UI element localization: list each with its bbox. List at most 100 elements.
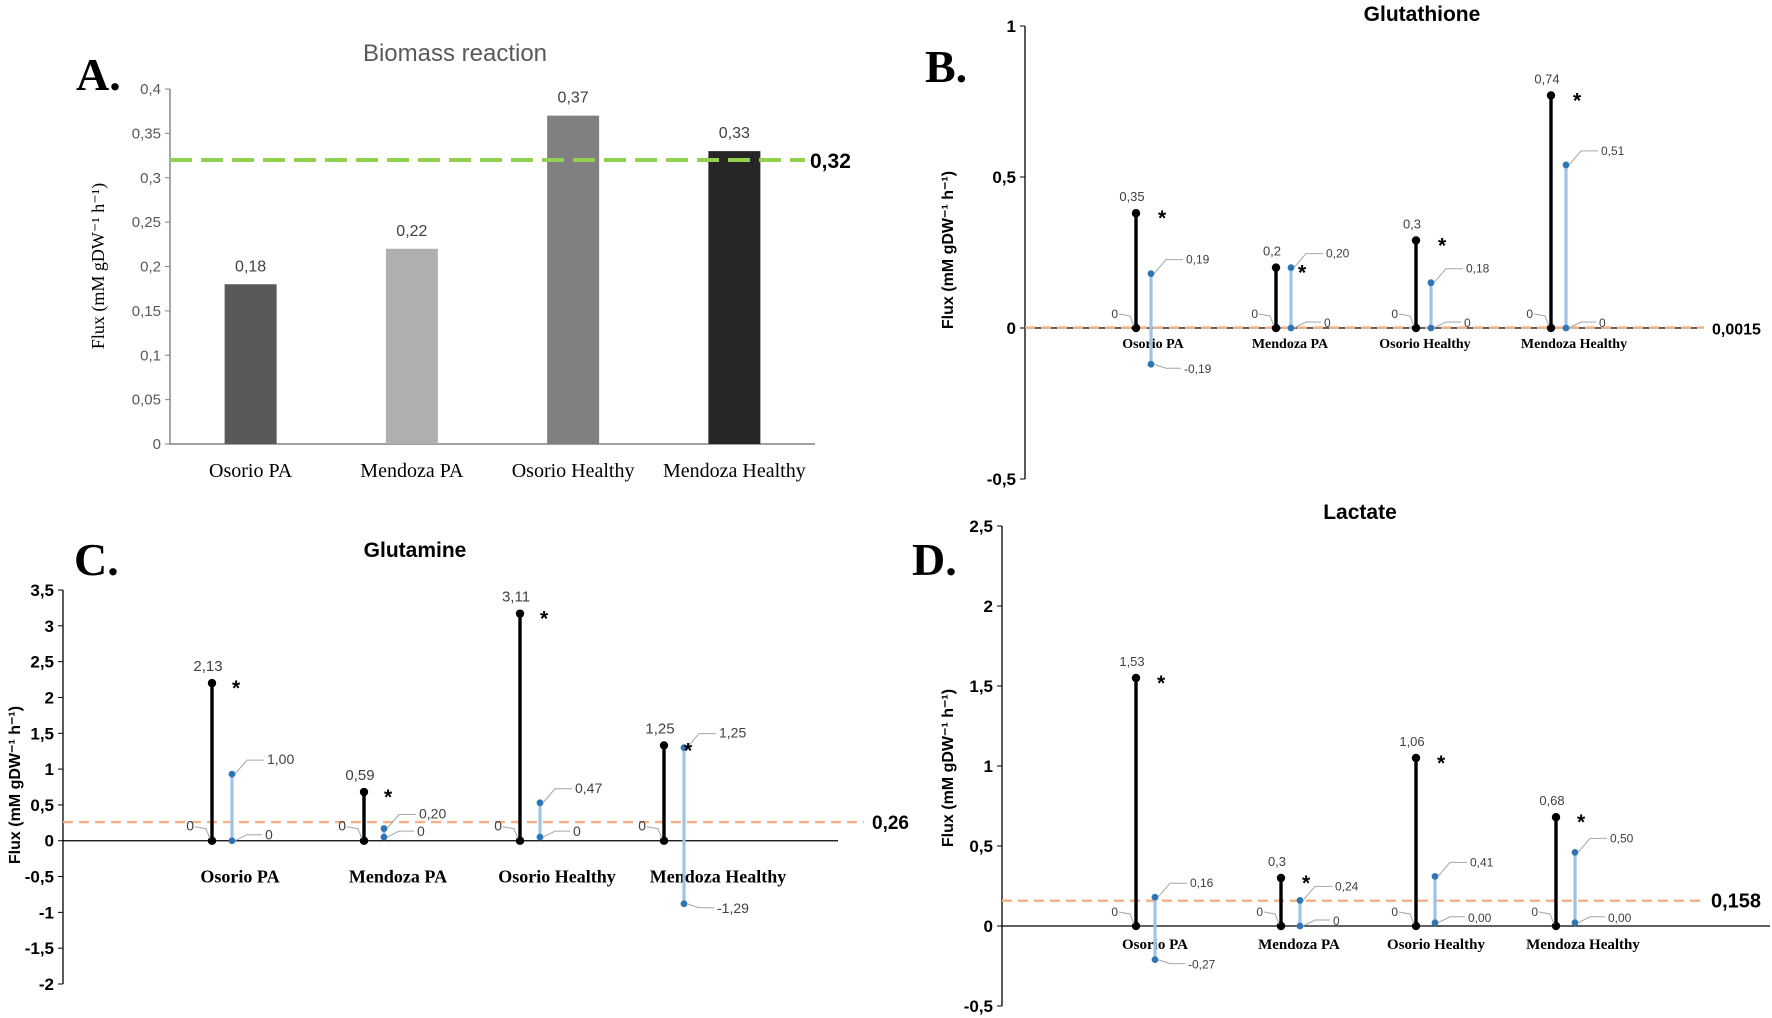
leader-line: [234, 834, 262, 842]
black-max-label: 0,35: [1119, 189, 1144, 204]
leader-line: [502, 826, 519, 839]
black-max-point: [1276, 873, 1286, 883]
black-max-label: 1,25: [645, 720, 674, 737]
bar-value-label: 0,18: [235, 258, 266, 275]
y-tick-label-a: 0,05: [132, 392, 161, 409]
bar-3: [708, 151, 761, 444]
significance-star: *: [1302, 872, 1311, 895]
bar-value-label: 0,37: [558, 90, 589, 107]
x-tick-label-b: Osorio Healthy: [1379, 337, 1470, 352]
black-max-label: 0,59: [345, 767, 374, 784]
blue-min-label: 0: [1333, 914, 1340, 928]
y-tick-label-c: 0: [45, 832, 54, 851]
blue-max-point: [1287, 264, 1295, 271]
leader-line: [1293, 253, 1323, 268]
y-tick-label-c: 3,5: [30, 581, 54, 600]
y-tick-label-a: 0: [153, 436, 161, 453]
leader-line: [686, 733, 716, 748]
panel-label-b: B.: [925, 41, 967, 92]
black-max-point: [359, 787, 369, 797]
x-tick-label-d: Mendoza PA: [1258, 937, 1340, 953]
black-min-label: 0: [338, 818, 346, 834]
black-max-point: [207, 678, 217, 688]
leader-line: [1258, 313, 1275, 327]
black-max-label: 0,68: [1539, 793, 1564, 808]
leader-line: [1302, 919, 1330, 927]
leader-line: [646, 826, 663, 839]
blue-max-point: [228, 770, 236, 778]
bar-value-label: 0,33: [719, 125, 750, 142]
leader-line: [1577, 916, 1605, 924]
blue-min-point: [536, 833, 544, 841]
y-tick-label-d: -0,5: [964, 997, 993, 1016]
black-max-point: [1411, 236, 1421, 245]
x-tick-label-b: Osorio PA: [1122, 337, 1184, 352]
y-tick-label-c: 2,5: [30, 653, 54, 672]
blue-min-label: -0,27: [1188, 958, 1216, 972]
y-tick-label-d: 1,5: [969, 677, 993, 696]
blue-max-point: [1431, 873, 1439, 880]
black-max-label: 1,06: [1399, 734, 1424, 749]
chart-title-biomass: Biomass reaction: [363, 40, 547, 67]
leader-line: [1533, 313, 1550, 327]
y-axis-title-d: Flux (mM gDW⁻¹ h⁻¹): [940, 689, 957, 847]
leader-line: [1157, 882, 1187, 898]
blue-min-label: 0: [1464, 316, 1471, 330]
black-min-point: [659, 836, 669, 845]
black-min-label: 0: [1391, 307, 1398, 321]
y-tick-label-c: 1: [45, 760, 54, 779]
black-min-label: 0: [494, 818, 502, 834]
x-tick-label-c: Mendoza PA: [349, 867, 447, 887]
black-min-label: 0: [1256, 905, 1263, 919]
black-min-point: [1411, 921, 1421, 931]
leader-line: [386, 814, 416, 829]
leader-line: [1398, 313, 1415, 327]
black-max-point: [515, 609, 525, 618]
x-tick-label-c: Mendoza Healthy: [650, 867, 787, 887]
blue-min-point: [228, 837, 236, 845]
y-tick-label-a: 0,1: [140, 347, 161, 364]
y-tick-label-a: 0,3: [140, 170, 161, 187]
y-tick-label-b: -0,5: [987, 470, 1016, 489]
leader-line: [1437, 916, 1465, 924]
reference-label-a: 0,32: [810, 150, 851, 173]
leader-line: [1153, 363, 1181, 369]
y-tick-label-d: 0: [984, 917, 993, 936]
leader-line: [1302, 885, 1332, 901]
x-tick-label-c: Osorio Healthy: [498, 867, 616, 887]
black-min-point: [1276, 921, 1286, 931]
y-tick-label-c: 1,5: [30, 724, 54, 743]
black-max-point: [1271, 263, 1281, 272]
blue-min-point: [1562, 324, 1570, 332]
chart-title-lactate: Lactate: [1323, 501, 1397, 524]
y-tick-label-c: 2: [45, 688, 54, 707]
blue-min-label: -0,19: [1184, 362, 1212, 376]
black-min-label: 0: [1111, 905, 1118, 919]
black-min-label: 0: [638, 818, 646, 834]
black-min-label: 0: [186, 818, 194, 834]
y-tick-label-c: -2: [39, 975, 54, 994]
x-tick-label-d: Osorio Healthy: [1387, 937, 1485, 953]
black-min-label: 0: [1391, 905, 1398, 919]
leader-line: [1153, 259, 1183, 274]
leader-line: [386, 830, 414, 838]
leader-line: [194, 826, 211, 839]
y-tick-label-d: 2,5: [969, 517, 993, 536]
x-tick-label-a: Osorio PA: [209, 460, 293, 482]
reference-label-d: 0,158: [1711, 891, 1761, 913]
black-max-point: [659, 741, 669, 750]
black-min-label: 0: [1526, 307, 1533, 321]
y-tick-label-a: 0,15: [132, 303, 161, 320]
leader-line: [1433, 268, 1463, 284]
blue-max-label: 0,19: [1186, 253, 1210, 267]
bar-value-label: 0,22: [396, 223, 427, 240]
y-tick-label-c: -0,5: [25, 868, 54, 887]
significance-star: *: [540, 608, 549, 631]
leader-line: [1437, 861, 1467, 877]
x-tick-label-d: Mendoza Healthy: [1526, 937, 1640, 953]
black-min-label: 0: [1111, 307, 1118, 321]
blue-min-label: 0: [1599, 316, 1606, 330]
leader-line: [1568, 150, 1598, 166]
chart-title-glutamine: Glutamine: [364, 539, 467, 562]
significance-star: *: [684, 739, 693, 762]
